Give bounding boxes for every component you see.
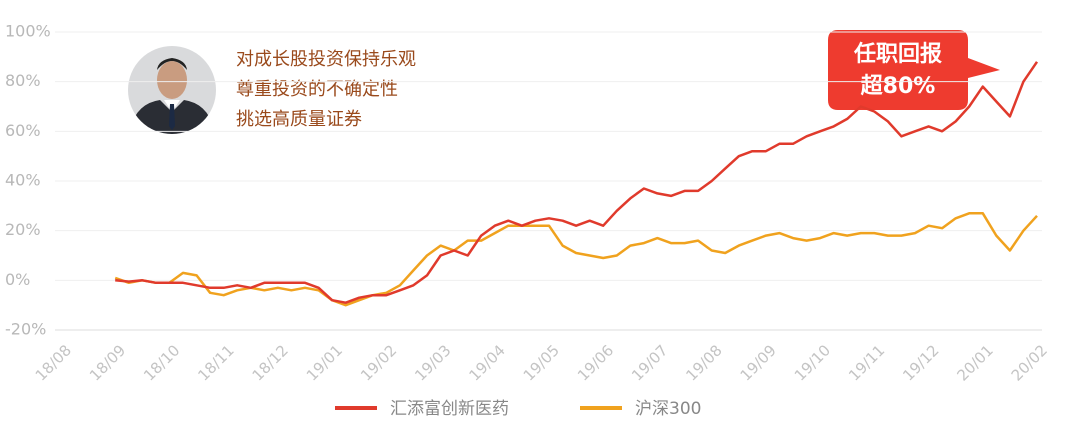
callout-text: 任职回报 [853, 41, 942, 67]
x-tick-label: 19/01 [303, 341, 346, 384]
note-line: 挑选高质量证券 [236, 109, 362, 130]
x-tick-label: 19/12 [899, 341, 942, 384]
x-tick-label: 19/05 [520, 341, 563, 384]
x-tick-label: 20/02 [1008, 341, 1051, 384]
series-line [114, 212, 1038, 307]
y-tick-label: 0% [5, 270, 30, 289]
callout: 任职回报 超80% [828, 30, 1000, 110]
x-tick-label: 18/12 [249, 341, 292, 384]
note-line: 尊重投资的不确定性 [236, 79, 398, 100]
x-tick-label: 18/11 [194, 341, 237, 384]
legend-label: 汇添富创新医药 [390, 399, 509, 419]
x-tick-label: 18/08 [32, 341, 75, 384]
y-tick-label: 80% [5, 71, 41, 90]
y-tick-label: 20% [5, 220, 41, 239]
x-tick-label: 19/06 [574, 341, 617, 384]
x-tick-label: 19/02 [357, 341, 400, 384]
y-tick-label: 60% [5, 121, 41, 140]
x-tick-label: 19/03 [411, 341, 454, 384]
x-tick-label: 19/11 [845, 341, 888, 384]
callout-text: 超80% [861, 74, 936, 99]
y-tick-label: 40% [5, 171, 41, 190]
y-tick-label: 100% [5, 22, 51, 41]
x-tick-label: 19/09 [737, 341, 780, 384]
x-tick-label: 18/09 [86, 341, 129, 384]
x-tick-label: 19/08 [682, 341, 725, 384]
y-tick-label: -20% [5, 320, 46, 339]
portrait [128, 46, 216, 134]
x-tick-label: 18/10 [140, 341, 183, 384]
x-tick-label: 19/10 [791, 341, 834, 384]
series-line [115, 61, 1039, 304]
x-tick-label: 19/07 [628, 341, 671, 384]
note-line: 对成长股投资保持乐观 [236, 49, 416, 70]
legend-label: 沪深300 [635, 399, 701, 419]
x-tick-label: 19/04 [465, 341, 508, 384]
x-tick-label: 20/01 [953, 341, 996, 384]
